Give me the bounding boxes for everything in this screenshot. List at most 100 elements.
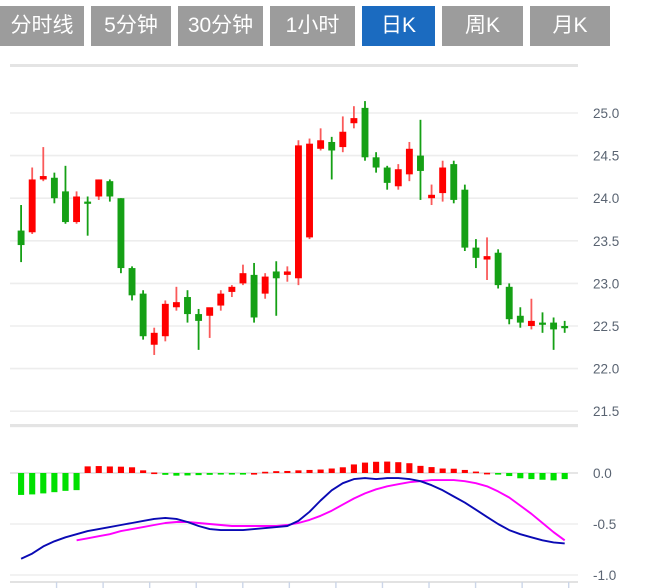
- candle-body: [550, 322, 558, 330]
- macd-dea-path: [76, 479, 566, 542]
- candle-body: [328, 141, 336, 151]
- macd-bar: [295, 470, 302, 473]
- candle-body: [306, 143, 313, 238]
- macd-bar: [506, 473, 513, 477]
- macd-gridlines: [10, 424, 578, 576]
- tab-timeline-label: 分时线: [10, 14, 74, 37]
- candle-body: [483, 256, 491, 260]
- timeframe-tabbar: 分时线 5分钟 30分钟 1小时 日K 周K 月K: [0, 0, 651, 56]
- price-tick-label: 23.0: [593, 276, 619, 291]
- stock-chart[interactable]: 25.0 24.5 24.0 23.5 23.0 22.5 22.0 21.5 0.0 -0.5…: [0, 56, 651, 588]
- macd-bar: [128, 467, 136, 473]
- tab-1hour-label: 1小时: [285, 14, 340, 37]
- macd-bar: [495, 473, 502, 475]
- macd-dif-path: [20, 477, 565, 560]
- macd-tick-label: 0.0: [593, 466, 612, 481]
- macd-bar: [162, 473, 169, 475]
- candle-body: [294, 145, 302, 279]
- price-tick-label: 25.0: [593, 106, 619, 121]
- candle-body: [84, 201, 92, 204]
- candle-body: [206, 307, 214, 316]
- candle-body: [494, 252, 502, 286]
- macd-bar: [472, 471, 479, 474]
- tab-dayk[interactable]: 日K: [362, 6, 435, 46]
- candle-body: [472, 247, 480, 258]
- price-tick-label: 24.0: [593, 191, 619, 206]
- tab-1hour[interactable]: 1小时: [270, 6, 355, 46]
- tab-5min-label: 5分钟: [104, 14, 158, 37]
- macd-bar: [284, 470, 291, 473]
- candle-body: [195, 314, 203, 321]
- tab-timeline[interactable]: 分时线: [0, 6, 84, 46]
- candle-body: [417, 155, 424, 171]
- macd-bar: [29, 473, 36, 495]
- candle-body: [139, 293, 147, 337]
- candle-body: [50, 177, 58, 199]
- candle-body: [350, 118, 358, 124]
- macd-bar: [528, 473, 535, 480]
- price-tick-label: 22.5: [593, 319, 619, 334]
- candle-body: [383, 167, 391, 183]
- macd-bar: [361, 462, 369, 473]
- macd-bar: [217, 473, 224, 475]
- macd-bar: [539, 473, 546, 480]
- tab-monthk-label: 月K: [552, 14, 588, 37]
- macd-bar: [228, 473, 235, 475]
- macd-bar: [262, 471, 269, 474]
- macd-bar: [306, 469, 313, 473]
- macd-bar: [73, 473, 80, 491]
- candlestick-series: [17, 101, 569, 355]
- candle-body: [539, 322, 546, 325]
- price-tick-label: 21.5: [593, 404, 619, 419]
- candle-body: [461, 189, 469, 248]
- candle-body: [361, 107, 369, 158]
- candle-body: [339, 131, 347, 148]
- candle-body: [505, 286, 513, 320]
- macd-bar: [550, 473, 557, 481]
- candle-body: [39, 176, 47, 180]
- candle-body: [372, 157, 380, 168]
- candle-body: [394, 169, 402, 187]
- x-axis: [10, 581, 578, 588]
- tab-30min[interactable]: 30分钟: [178, 6, 263, 46]
- macd-bar: [384, 461, 391, 473]
- tab-monthk[interactable]: 月K: [530, 6, 610, 46]
- candle-body: [17, 230, 25, 246]
- macd-bar: [273, 471, 280, 473]
- macd-bar: [117, 466, 124, 473]
- macd-bar: [195, 473, 202, 476]
- candle-body: [62, 191, 69, 223]
- candle-body: [239, 273, 247, 284]
- macd-bar: [106, 466, 113, 473]
- candle-body: [561, 326, 569, 329]
- macd-bar: [428, 467, 435, 473]
- candle-body: [217, 293, 225, 306]
- macd-bar: [140, 470, 147, 473]
- candle-body: [250, 274, 258, 318]
- macd-tick-label: -1.0: [593, 568, 616, 583]
- macd-bar: [439, 468, 446, 473]
- macd-bar: [395, 462, 402, 473]
- candle-body: [73, 196, 81, 223]
- macd-bar: [339, 467, 346, 473]
- panel-top-border: [10, 64, 578, 67]
- macd-bar: [239, 473, 247, 475]
- tab-weekk[interactable]: 周K: [442, 6, 523, 46]
- macd-bar: [173, 473, 180, 476]
- price-tick-label: 22.0: [593, 362, 619, 377]
- chart-svg: 25.0 24.5 24.0 23.5 23.0 22.5 22.0 21.5 0.0 -0.5…: [10, 64, 619, 588]
- macd-bar: [317, 469, 324, 473]
- candle-body: [428, 194, 436, 199]
- macd-bar: [84, 466, 91, 473]
- candle-body: [228, 286, 236, 292]
- price-tick-label: 24.5: [593, 149, 619, 164]
- macd-bar: [450, 468, 457, 473]
- macd-bar: [18, 473, 25, 495]
- macd-bar: [62, 473, 69, 491]
- macd-bar: [561, 473, 568, 480]
- price-gridlines: [10, 64, 578, 413]
- tab-5min[interactable]: 5分钟: [91, 6, 171, 46]
- macd-panel-border: [10, 424, 578, 428]
- macd-lines: [20, 477, 566, 560]
- macd-bar: [406, 463, 413, 473]
